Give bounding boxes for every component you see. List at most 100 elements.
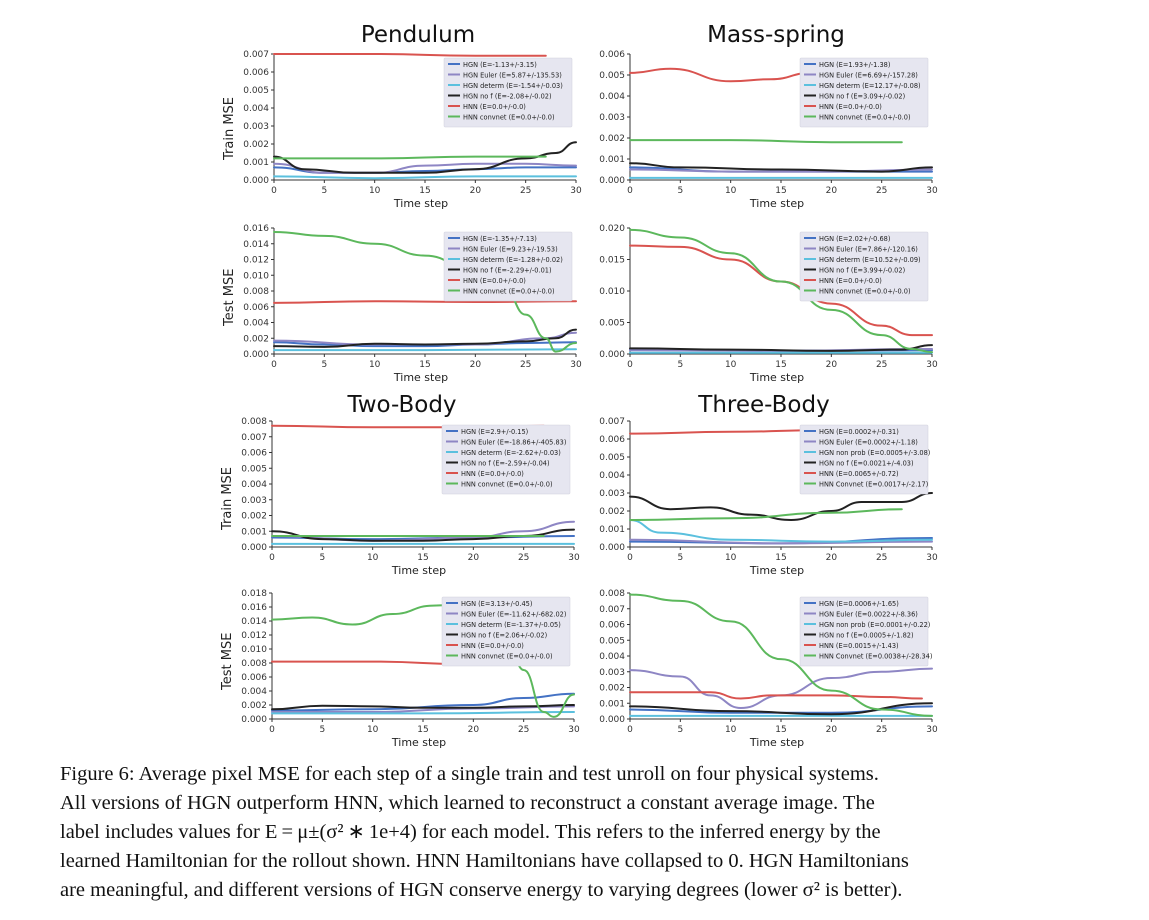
legend-entry: HGN determ (E=-1.54+/-0.03): [463, 82, 563, 90]
legend-entry: HGN no f (E=2.06+/-0.02): [461, 632, 547, 640]
legend-entry: HGN Euler (E=-11.62+/-682.02): [461, 611, 566, 619]
x-tick-label: 5: [677, 725, 683, 735]
x-tick-label: 20: [468, 553, 480, 563]
legend-box: [799, 231, 929, 302]
x-tick-label: 30: [568, 725, 580, 735]
x-tick-label: 20: [826, 553, 838, 563]
y-tick-label: 0.001: [599, 155, 625, 165]
series-line: [273, 162, 577, 174]
caption-line: label includes values for E = μ±(σ² ∗ 1e…: [60, 821, 881, 843]
series-line: [629, 139, 903, 144]
legend-entry: HGN determ (E=-1.28+/-0.02): [463, 256, 563, 264]
legend-entry: HNN (E=0.0+/-0.0): [819, 103, 882, 111]
legend-entry: HNN (E=0.0065+/-0.72): [819, 470, 899, 478]
x-tick-label: 0: [627, 725, 633, 735]
y-tick-label: 0.001: [243, 158, 269, 168]
series-line: [273, 348, 577, 352]
y-tick-label: 0.004: [599, 652, 625, 662]
y-tick-label: 0.005: [243, 86, 269, 96]
x-tick-label: 25: [518, 553, 529, 563]
legend-entry: HGN determ (E=-1.37+/-0.05): [461, 621, 561, 629]
legend-entry: HGN Euler (E=9.23+/-19.53): [463, 246, 558, 254]
series-line: [271, 705, 575, 713]
y-tick-label: 0.014: [241, 617, 267, 627]
series-line: [629, 519, 933, 543]
chart-two-body-test: 0.000 0.002 0.004 0.006 0.008 0.010 0.012 0.014…: [241, 589, 580, 749]
y-tick-label: 0.002: [241, 701, 267, 711]
x-tick-label: 0: [627, 553, 633, 563]
y-tick-label: 0.000: [241, 543, 267, 553]
x-tick-label: 10: [367, 725, 379, 735]
legend-entry: HGN (E=2.02+/-0.68): [819, 235, 890, 243]
legend-entry: HNN (E=0.0015+/-1.43): [819, 642, 899, 650]
legend-entry: HGN (E=-1.35+/-7.13): [463, 235, 537, 243]
title-pendulum: Pendulum: [360, 22, 476, 48]
legend-entry: HNN convnet (E=0.0+/-0.0): [461, 653, 553, 661]
y-tick-label: 0.006: [241, 673, 267, 683]
y-tick-label: 0.004: [599, 471, 625, 481]
x-tick-label: 5: [677, 186, 683, 196]
y-tick-label: 0.007: [599, 605, 625, 615]
x-tick-label: 5: [321, 186, 327, 196]
legend-entry: HGN determ (E=10.52+/-0.09): [819, 256, 921, 264]
y-tick-label: 0.002: [599, 134, 625, 144]
y-tick-label: 0.005: [599, 71, 625, 81]
x-tick-label: 0: [271, 360, 277, 370]
x-tick-label: 10: [369, 360, 381, 370]
y-tick-label: 0.008: [243, 287, 269, 297]
x-tick-label: 30: [570, 360, 582, 370]
x-tick-label: 25: [520, 186, 531, 196]
x-tick-label: 0: [627, 186, 633, 196]
y-tick-label: 0.003: [599, 489, 625, 499]
x-tick-label: 5: [319, 553, 325, 563]
y-tick-label: 0.000: [599, 543, 625, 553]
legend-box: [443, 57, 573, 128]
legend-entry: HGN no f (E=-2.29+/-0.01): [463, 267, 552, 275]
caption-line: are meaningful, and different versions o…: [60, 879, 903, 901]
x-tick-label: 5: [319, 725, 325, 735]
series-line: [271, 704, 575, 711]
legend-entry: HNN (E=0.0+/-0.0): [461, 470, 524, 478]
y-tick-label: 0.008: [241, 417, 267, 427]
caption-line: Figure 6: Average pixel MSE for each ste…: [60, 763, 879, 785]
y-tick-label: 0.004: [243, 104, 269, 114]
legend-entry: HGN no f (E=3.99+/-0.02): [819, 267, 905, 275]
series-line: [273, 175, 577, 180]
y-tick-label: 0.004: [241, 687, 267, 697]
series-line: [271, 692, 575, 712]
x-tick-label: 25: [876, 360, 887, 370]
y-tick-label: 0.003: [243, 122, 269, 132]
legend-entry: HGN determ (E=12.17+/-0.08): [819, 82, 921, 90]
x-axis-label: Time step: [749, 564, 804, 577]
y-tick-label: 0.007: [243, 50, 269, 60]
y-tick-label: 0.005: [599, 636, 625, 646]
y-tick-label: 0.003: [241, 496, 267, 506]
legend-entry: HNN (E=0.0+/-0.0): [461, 642, 524, 650]
y-tick-label: 0.016: [243, 224, 269, 234]
y-tick-label: 0.002: [599, 684, 625, 694]
y-tick-label: 0.003: [599, 113, 625, 123]
x-tick-label: 5: [321, 360, 327, 370]
legend-box: [441, 424, 571, 495]
chart-pendulum-train: 0.000 0.001 0.002 0.003 0.004 0.005 0.006 0.007…: [243, 50, 582, 210]
x-tick-label: 10: [367, 553, 379, 563]
legend-entry: HNN Convnet (E=0.0017+/-2.17): [819, 481, 928, 489]
x-tick-label: 30: [926, 725, 938, 735]
y-tick-label: 0.000: [599, 715, 625, 725]
x-tick-label: 20: [470, 186, 482, 196]
y-tick-label: 0.004: [243, 319, 269, 329]
y-tick-label: 0.001: [599, 525, 625, 535]
series-line: [629, 492, 933, 522]
y-tick-label: 0.012: [243, 256, 269, 266]
legend-entry: HGN Euler (E=0.0002+/-1.18): [819, 439, 918, 447]
legend-entry: HGN Euler (E=-18.86+/-405.83): [461, 439, 566, 447]
chart-three-body-test: 0.000 0.001 0.002 0.003 0.004 0.005 0.006 0.007…: [599, 589, 938, 749]
y-tick-label: 0.012: [241, 631, 267, 641]
series-line: [629, 593, 933, 717]
y-tick-label: 0.000: [241, 715, 267, 725]
x-axis-label: Time step: [749, 197, 804, 210]
y-tick-label: 0.002: [599, 507, 625, 517]
x-tick-label: 30: [926, 360, 938, 370]
x-tick-label: 10: [725, 725, 737, 735]
y-tick-label: 0.006: [599, 50, 625, 60]
